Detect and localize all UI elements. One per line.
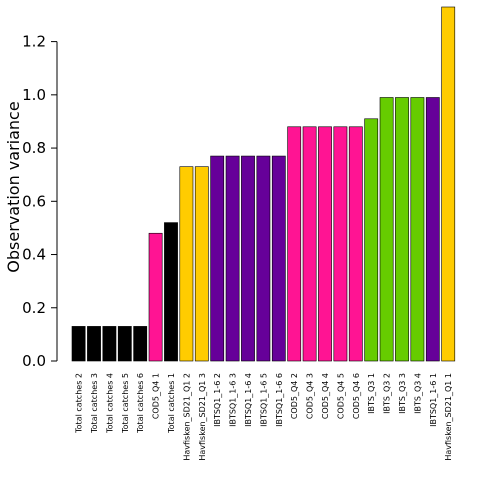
bar <box>133 326 148 362</box>
bar <box>241 155 255 362</box>
x-tick-label: IBTSQ1_1-6 6 <box>275 373 284 427</box>
y-tick-label: 0.6 <box>22 192 46 210</box>
bars-group <box>71 6 456 362</box>
bar <box>379 97 394 362</box>
bar <box>287 126 302 362</box>
bar <box>318 126 332 362</box>
x-tick-labels: Total catches 2 Total catches 3 Total catc… <box>75 373 454 461</box>
x-tick-label: Total catches 3 <box>90 373 99 434</box>
y-tick-label: 0.2 <box>22 299 46 317</box>
x-tick-label: COD5_Q4 2 <box>290 373 299 419</box>
bar <box>117 326 132 362</box>
y-tick-label: 0.0 <box>22 352 46 370</box>
bar <box>225 155 240 362</box>
x-tick-label: Havfisken_SD21_Q1 2 <box>182 373 191 461</box>
x-tick-label: COD5_Q4 5 <box>336 373 345 419</box>
bar <box>71 326 86 362</box>
x-tick-label: COD5_Q4 1 <box>152 373 161 419</box>
bar <box>164 222 178 362</box>
bar <box>302 126 317 362</box>
x-tick-label: COD5_Q4 4 <box>321 373 330 419</box>
x-tick-label: COD5_Q4 6 <box>352 373 361 419</box>
bar <box>102 326 117 362</box>
bar <box>348 126 363 362</box>
bar <box>194 166 209 362</box>
bar <box>210 155 225 362</box>
x-tick-label: Total catches 6 <box>136 373 145 434</box>
y-tick-label: 1.0 <box>22 86 46 104</box>
bar <box>410 97 425 362</box>
x-tick-label: COD5_Q4 3 <box>306 373 315 419</box>
bar <box>333 126 348 362</box>
y-tick-label: 0.4 <box>22 246 46 264</box>
bar <box>364 118 379 362</box>
y-axis-title: Observation variance <box>4 101 23 272</box>
bar <box>256 155 271 362</box>
y-tick-label: 1.2 <box>22 33 46 51</box>
bar <box>441 6 456 362</box>
x-tick-label: IBTSQ1_1-6 1 <box>429 373 438 427</box>
x-tick-label: IBTSQ1_1-6 4 <box>244 373 253 427</box>
x-tick-label: Total catches 1 <box>167 373 176 434</box>
bar <box>395 97 409 362</box>
y-tick-label: 0.8 <box>22 139 46 157</box>
bar <box>148 232 163 362</box>
x-tick-label: IBTSQ1_1-6 3 <box>229 373 238 427</box>
bar <box>87 326 101 362</box>
bar <box>179 166 194 362</box>
x-tick-label: Havfisken_SD21_Q1 3 <box>198 373 207 461</box>
bar <box>425 97 440 362</box>
x-tick-label: IBTSQ1_1-6 5 <box>259 373 268 427</box>
bar <box>271 155 286 362</box>
x-tick-label: Total catches 5 <box>121 373 130 434</box>
x-tick-label: Total catches 4 <box>105 373 114 434</box>
y-axis: 0.0 0.2 0.4 0.6 0.8 1.0 1.2 <box>22 33 58 370</box>
x-tick-label: IBTS_Q3 1 <box>367 373 376 414</box>
x-tick-label: IBTS_Q3 3 <box>398 373 407 414</box>
x-tick-label: IBTSQ1_1-6 2 <box>213 373 222 427</box>
x-tick-label: IBTS_Q3 4 <box>413 373 422 414</box>
x-tick-label: Havfisken_SD21_Q1 1 <box>444 373 453 461</box>
x-tick-label: Total catches 2 <box>75 373 84 434</box>
x-tick-label: IBTS_Q3 2 <box>383 373 392 414</box>
